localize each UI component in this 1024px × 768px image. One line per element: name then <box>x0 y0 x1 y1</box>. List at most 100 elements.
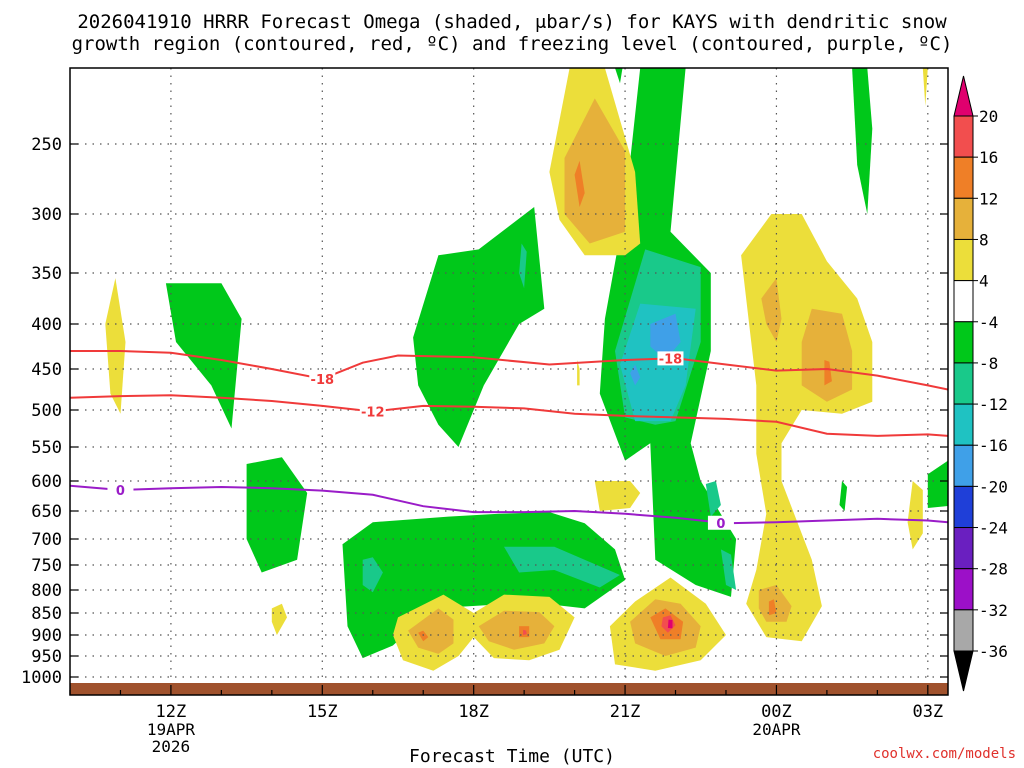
omega-region-6 <box>504 546 620 588</box>
colorbar-label--36: -36 <box>979 642 1008 661</box>
colorbar-band-0 <box>953 115 974 158</box>
chart-title-line-2: growth region (contoured, red, ºC) and f… <box>71 33 953 55</box>
colorbar-bottom-triangle <box>953 650 974 692</box>
x-tick-sublabel-12Z-1: 2026 <box>152 737 191 756</box>
plot-area: -18 -18 -12 0 0 <box>70 68 948 695</box>
freezing-level-contour-label-0: 0 <box>116 484 125 499</box>
omega-region-13 <box>705 481 721 517</box>
temp-contour--12-label-0: -12 <box>361 405 385 420</box>
y-tick-label-700: 700 <box>31 530 62 550</box>
omega-region-2 <box>105 278 126 414</box>
colorbar-label-12: 12 <box>979 189 998 208</box>
omega-region-34 <box>408 608 454 654</box>
y-tick-label-600: 600 <box>31 472 62 492</box>
x-tick-label-18Z: 18Z <box>458 702 489 722</box>
x-axis-label: Forecast Time (UTC) <box>409 746 615 767</box>
freezing-level-contour-label-1: 0 <box>716 517 725 532</box>
y-tick-label-450: 450 <box>31 360 62 380</box>
omega-region-28 <box>852 68 873 214</box>
y-tick-label-800: 800 <box>31 581 62 601</box>
colorbar-band-12 <box>953 609 974 652</box>
omega-region-31 <box>615 68 623 84</box>
x-tick-label-00Z: 00Z <box>761 702 792 722</box>
colorbar-label-4: 4 <box>979 272 989 291</box>
omega-region-22 <box>824 360 832 386</box>
omega-region-25 <box>768 599 777 616</box>
y-tick-label-500: 500 <box>31 401 62 421</box>
colorbar-band-7 <box>953 403 974 446</box>
temp-contour--12-line <box>70 394 948 437</box>
omega-region-29 <box>839 481 848 511</box>
freezing-level-contour-line <box>70 484 948 525</box>
x-tick-label-03Z: 03Z <box>912 702 943 722</box>
omega-region-21 <box>801 308 853 402</box>
temp-contour--18-line <box>70 350 948 391</box>
omega-region-11 <box>650 313 681 360</box>
credit-link[interactable]: coolwx.com/models <box>872 746 1016 762</box>
omega-region-14 <box>720 549 737 590</box>
colorbar-label--24: -24 <box>979 519 1008 538</box>
colorbar-band-4 <box>953 280 974 323</box>
temp-contour--18-label-bg-1 <box>657 351 684 366</box>
y-tick-label-900: 900 <box>31 626 62 646</box>
colorbar-label-20: 20 <box>979 107 998 126</box>
ground-strip <box>70 683 948 695</box>
x-tick-sublabel-00Z-0: 20APR <box>752 720 801 739</box>
omega-region-43 <box>667 619 673 629</box>
colorbar-band-5 <box>953 321 974 364</box>
y-tick-label-550: 550 <box>31 438 62 458</box>
chart-title-line-1: 2026041910 HRRR Forecast Omega (shaded, … <box>77 11 947 33</box>
omega-region-0 <box>165 283 242 429</box>
omega-region-38 <box>523 629 527 635</box>
omega-region-19 <box>594 481 641 511</box>
colorbar-band-8 <box>953 444 974 487</box>
x-tick-sublabel-12Z-0: 19APR <box>147 720 196 739</box>
colorbar-label--12: -12 <box>979 395 1008 414</box>
y-tick-label-350: 350 <box>31 264 62 284</box>
temp-contour--18-label-1: -18 <box>659 352 683 367</box>
x-tick-label-15Z: 15Z <box>307 702 338 722</box>
colorbar-label--28: -28 <box>979 560 1008 579</box>
colorbar-label-16: 16 <box>979 148 998 167</box>
colorbar-label--4: -4 <box>979 313 998 332</box>
omega-region-32 <box>271 603 287 635</box>
omega-region-17 <box>574 160 585 207</box>
colorbar-label--16: -16 <box>979 436 1008 455</box>
x-tick-label-12Z: 12Z <box>156 702 187 722</box>
temp-contour--18-label-0: -18 <box>311 373 335 388</box>
y-tick-label-850: 850 <box>31 604 62 624</box>
omega-region-3 <box>413 207 545 447</box>
colorbar-label-8: 8 <box>979 230 989 249</box>
freezing-level-contour-label-bg-1 <box>707 515 734 530</box>
colorbar-band-1 <box>953 156 974 199</box>
omega-region-7 <box>362 557 383 593</box>
omega-region-35 <box>478 610 555 650</box>
omega-region-27 <box>922 68 928 106</box>
colorbar-label--32: -32 <box>979 601 1008 620</box>
omega-region-36 <box>418 630 429 642</box>
colorbar-band-6 <box>953 362 974 405</box>
temp-contour--18-label-bg-0 <box>309 371 336 386</box>
omega-region-1 <box>246 457 308 573</box>
colorbar-top-triangle <box>953 75 974 117</box>
omega-region-4 <box>519 243 527 289</box>
y-tick-label-250: 250 <box>31 135 62 155</box>
colorbar-label--20: -20 <box>979 477 1008 496</box>
omega-region-12 <box>630 364 641 386</box>
y-tick-label-1000: 1000 <box>21 668 62 688</box>
temp-contour--12-label-bg-0 <box>359 404 386 419</box>
colorbar-band-2 <box>953 197 974 240</box>
omega-region-18 <box>577 360 580 386</box>
colorbar-band-11 <box>953 568 974 611</box>
omega-region-16 <box>564 98 626 244</box>
y-tick-label-950: 950 <box>31 647 62 667</box>
y-tick-label-750: 750 <box>31 556 62 576</box>
x-tick-label-21Z: 21Z <box>610 702 641 722</box>
plot-frame <box>69 67 949 696</box>
freezing-level-contour-label-bg-0 <box>107 483 134 497</box>
y-tick-label-650: 650 <box>31 502 62 522</box>
omega-region-30 <box>927 460 948 508</box>
y-tick-label-300: 300 <box>31 205 62 225</box>
y-tick-label-400: 400 <box>31 315 62 335</box>
